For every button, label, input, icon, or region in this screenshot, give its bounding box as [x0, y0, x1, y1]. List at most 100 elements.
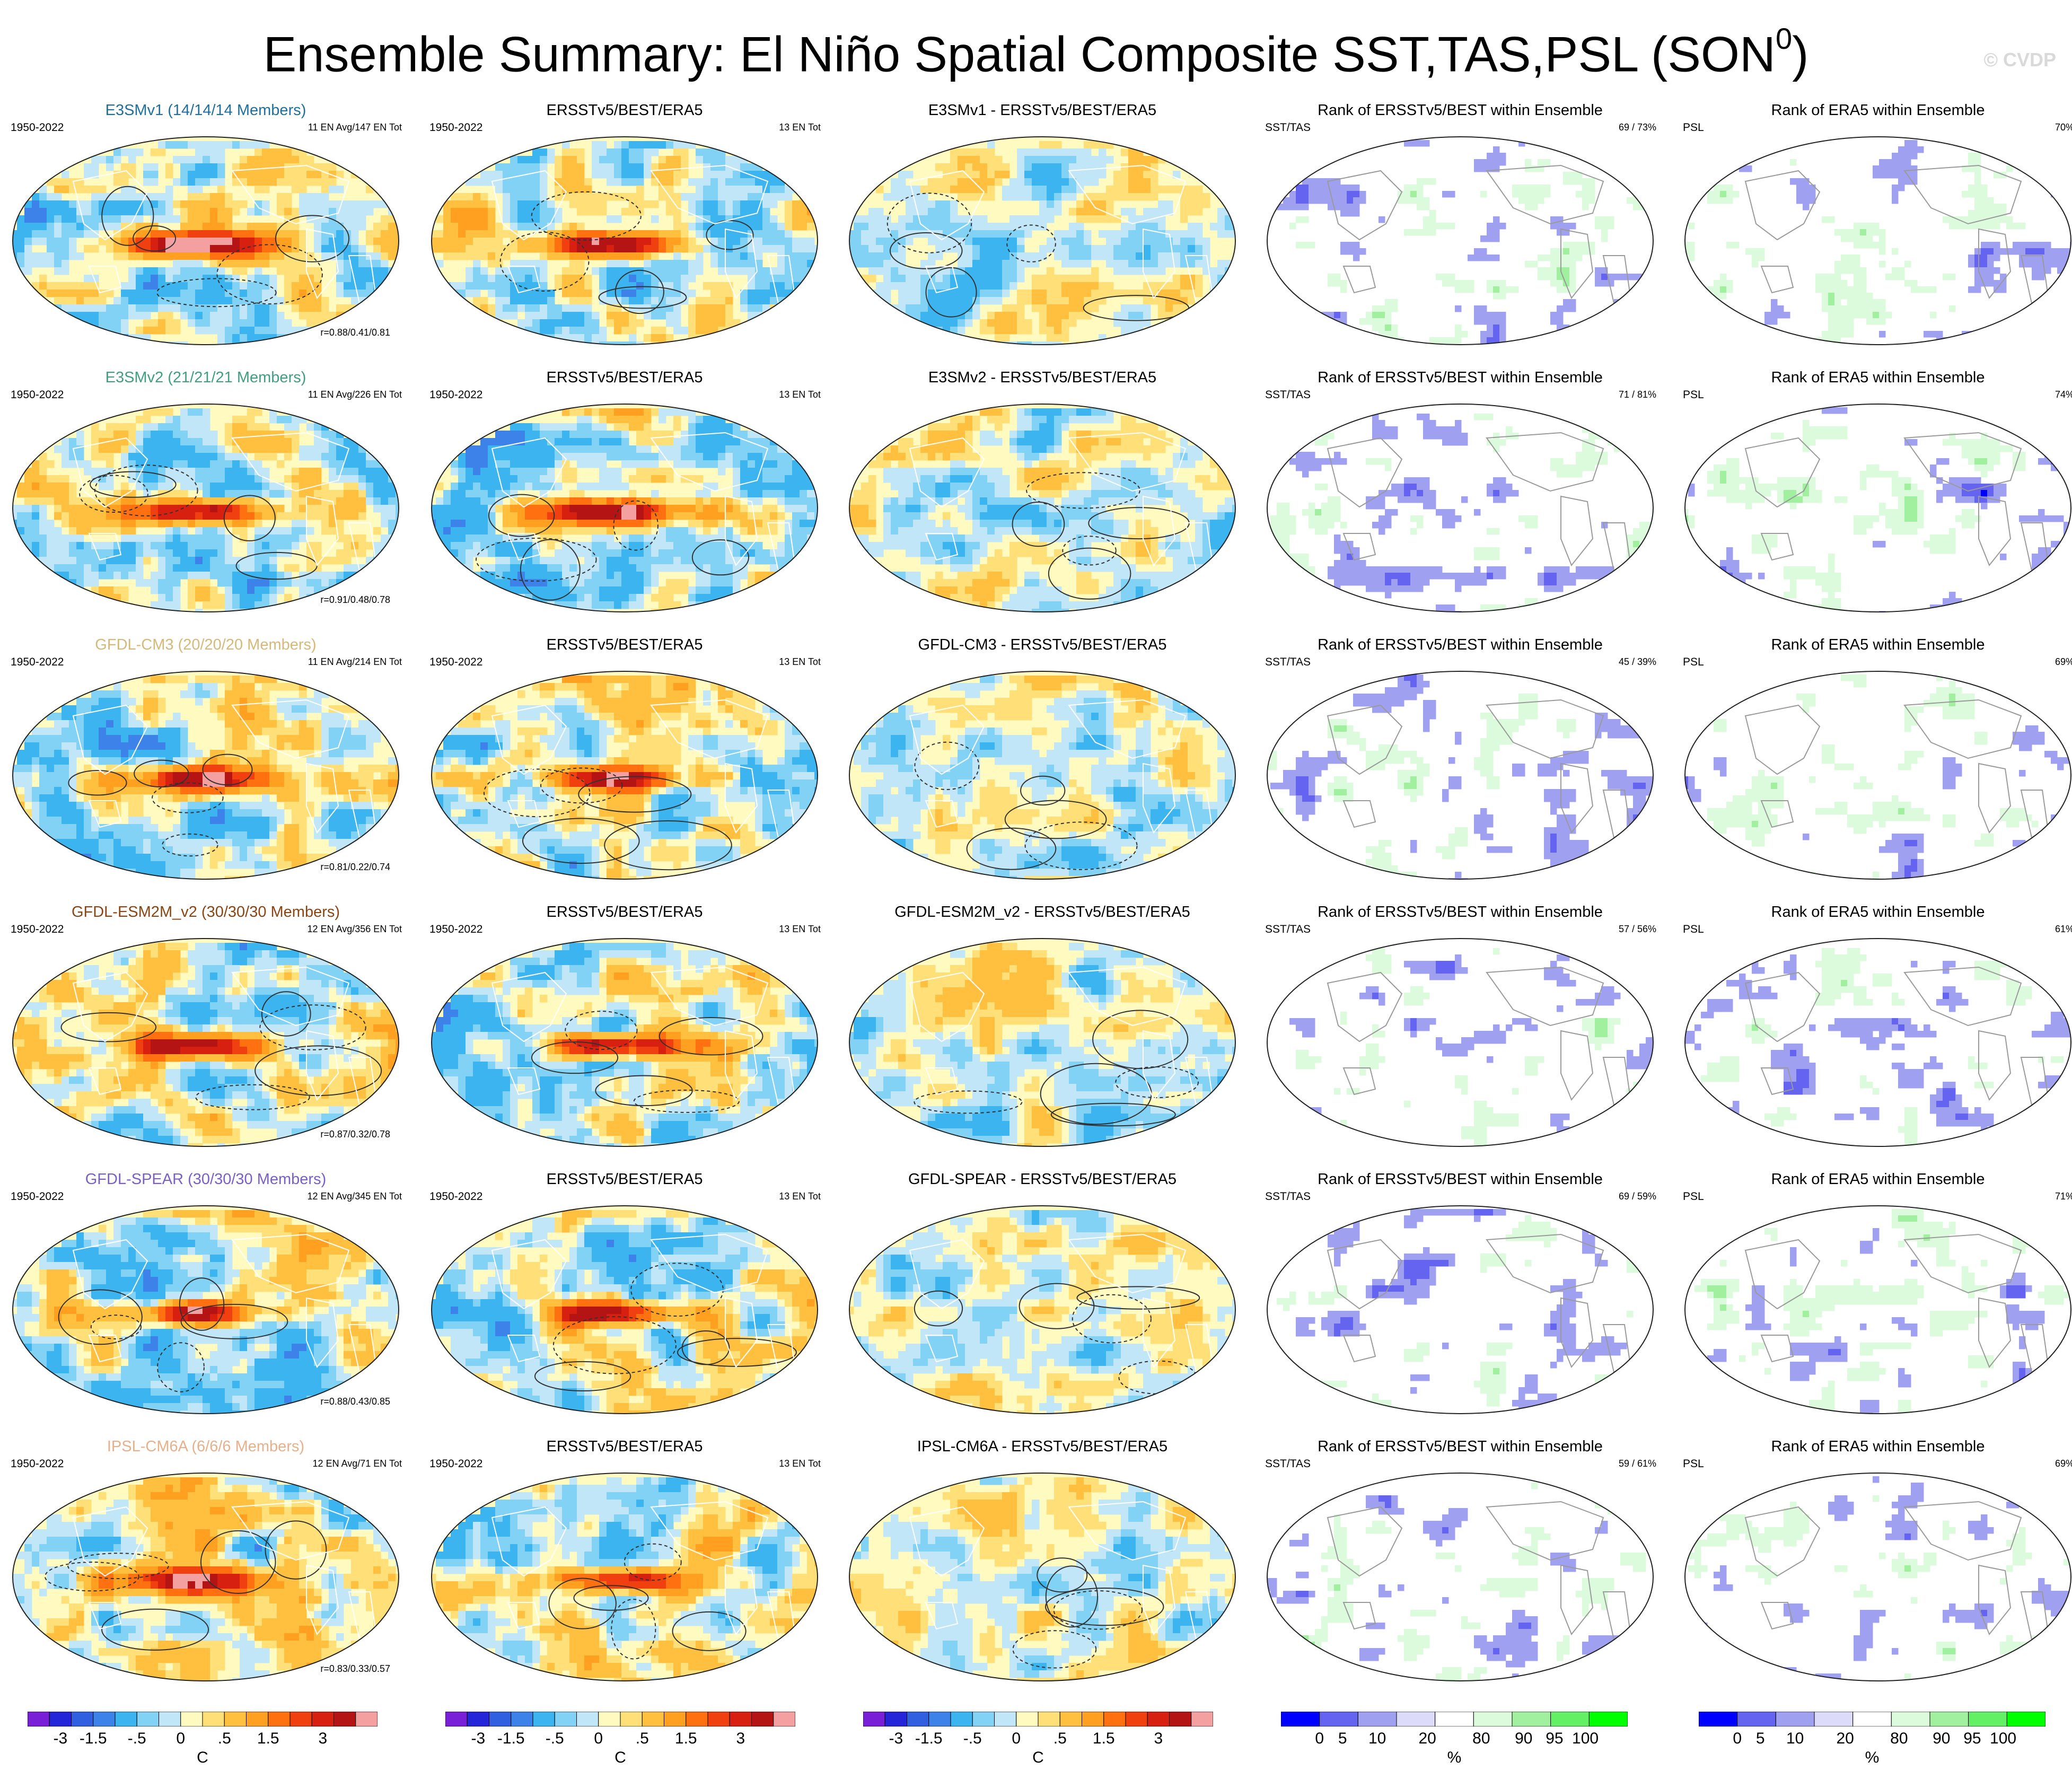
map-cell	[1061, 304, 1069, 312]
map-cell	[495, 438, 503, 446]
map-cell	[1752, 255, 1759, 261]
map-cell	[480, 275, 488, 283]
map-cell	[158, 141, 166, 149]
map-cell	[2044, 261, 2051, 268]
map-cell	[84, 290, 92, 297]
map-cell	[39, 534, 47, 542]
map-cell	[358, 468, 366, 476]
map-cell	[1854, 242, 1860, 249]
map-cell	[1143, 267, 1151, 275]
map-cell	[861, 252, 869, 260]
map-cell	[525, 438, 533, 446]
map-cell	[1017, 275, 1025, 283]
map-cell	[733, 468, 741, 476]
map-cell	[688, 453, 696, 461]
map-cell	[358, 490, 366, 498]
map-cell	[76, 230, 84, 238]
map-cell	[225, 297, 233, 305]
map-cell	[1180, 282, 1188, 290]
map-cell	[358, 572, 366, 580]
map-cell	[1017, 312, 1025, 320]
map-cell	[121, 230, 129, 238]
map-cell	[688, 275, 696, 283]
map-cell	[210, 304, 218, 312]
map-cell	[1563, 299, 1570, 306]
map-cell	[17, 238, 25, 246]
map-cell	[577, 171, 585, 179]
map-cell	[1039, 171, 1047, 179]
map-cell	[351, 312, 359, 320]
map-cell	[1822, 293, 1829, 300]
map-cell	[1158, 297, 1166, 305]
map-cell	[1974, 165, 1981, 172]
map-cell	[1822, 299, 1829, 306]
map-cell	[733, 453, 741, 461]
map-cell	[540, 475, 548, 483]
map-cell	[113, 319, 121, 327]
map-cell	[84, 564, 92, 572]
map-cell	[113, 193, 121, 201]
map-cell	[1069, 156, 1077, 164]
map-cell	[232, 200, 240, 208]
map-cell	[995, 312, 1003, 320]
map-cell	[1557, 312, 1564, 319]
map-cell	[1353, 204, 1360, 211]
map-cell	[958, 186, 965, 194]
map-cell	[443, 215, 451, 223]
map-cell	[373, 475, 381, 483]
map-cell	[1790, 159, 1797, 166]
map-cell	[254, 586, 262, 594]
map-cell	[1121, 171, 1129, 179]
map-cell	[777, 460, 785, 468]
map-cell	[173, 245, 181, 253]
map-cell	[696, 423, 704, 431]
map-cell	[1210, 267, 1218, 275]
map-cell	[1468, 280, 1474, 287]
map-cell	[607, 408, 614, 416]
map-cell	[106, 475, 114, 483]
map-cell	[755, 230, 763, 238]
map-cell	[99, 453, 107, 461]
map-cell	[1047, 141, 1055, 149]
map-cell	[143, 557, 151, 565]
map-cell	[217, 267, 225, 275]
map-cell	[1121, 304, 1129, 312]
map-cell	[935, 163, 943, 171]
map-cell	[906, 171, 914, 179]
map-cell	[277, 327, 285, 335]
map-cell	[1557, 255, 1564, 261]
map-cell	[1136, 245, 1144, 253]
map-cell	[1601, 280, 1608, 287]
map-cell	[681, 290, 689, 297]
map-cell	[555, 431, 563, 439]
map-cell	[173, 527, 181, 535]
map-cell	[106, 557, 114, 565]
map-cell	[321, 200, 329, 208]
map-cell	[1047, 163, 1055, 171]
map-cell	[91, 230, 99, 238]
map-cell	[1136, 193, 1144, 201]
map-cell	[351, 542, 359, 550]
map-cell	[158, 572, 166, 580]
map-cell	[1771, 312, 1778, 319]
map-cell	[91, 312, 99, 320]
map-cell	[1143, 208, 1151, 216]
map-cell	[13, 512, 17, 520]
map-cell	[510, 267, 518, 275]
map-cell	[1627, 197, 1634, 204]
map-cell	[76, 557, 84, 565]
map-cell	[1091, 215, 1099, 223]
map-cell	[629, 416, 637, 424]
map-cell	[965, 267, 973, 275]
map-cell	[247, 252, 255, 260]
map-cell	[321, 497, 329, 505]
map-cell	[696, 156, 704, 164]
map-cell	[913, 230, 921, 238]
map-cell	[2044, 255, 2051, 261]
map-cell	[113, 252, 121, 260]
map-cell	[876, 238, 884, 246]
map-cell	[928, 186, 936, 194]
map-cell	[569, 282, 577, 290]
map-cell	[614, 319, 622, 327]
map-cell	[532, 460, 540, 468]
